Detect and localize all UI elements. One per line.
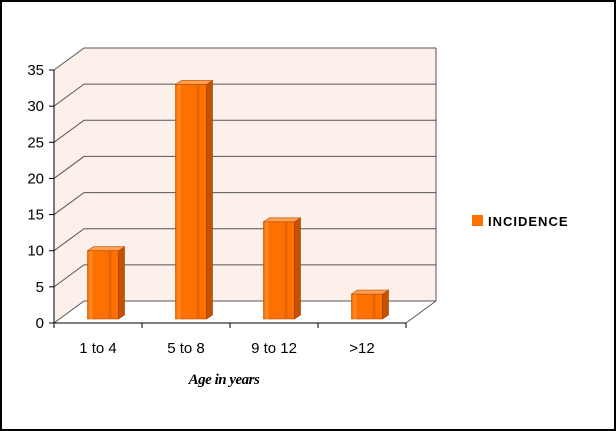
y-tick-label: 0 [36, 315, 44, 332]
x-axis: 1 to 4 5 to 8 9 to 12 >12 [53, 322, 407, 357]
bars [86, 79, 390, 320]
bar [86, 246, 126, 320]
gridline [53, 264, 436, 288]
bar-highlight [177, 84, 181, 319]
bar-side [118, 246, 125, 320]
x-tick-label: 5 to 8 [167, 340, 205, 357]
gridline [53, 83, 436, 107]
bar-side [294, 217, 301, 320]
y-tick-label: 5 [36, 279, 44, 296]
bar-top [262, 217, 302, 223]
y-tick-label: 20 [27, 170, 44, 187]
back-wall [84, 48, 436, 301]
bar-top [174, 80, 214, 85]
bar-top [86, 246, 126, 252]
y-tick-label: 35 [27, 62, 44, 79]
bar-shade [284, 221, 288, 319]
bar-side [382, 289, 389, 320]
bar [350, 289, 390, 320]
bar-side [206, 79, 213, 320]
gridline [53, 300, 436, 324]
bar-highlight [353, 294, 357, 319]
x-tick-label: >12 [349, 340, 374, 357]
chart-walls [54, 48, 436, 323]
bar-shade [196, 84, 200, 319]
x-tick-label: 9 to 12 [251, 340, 297, 357]
gridline [53, 119, 436, 143]
legend-label: INCIDENCE [488, 214, 569, 229]
gridline [53, 155, 436, 179]
floor-right-edge [405, 300, 437, 324]
bar-top [350, 289, 390, 295]
bar [262, 217, 302, 320]
legend-swatch [472, 215, 483, 226]
x-tick-label: 1 to 4 [79, 340, 117, 357]
legend: INCIDENCE [472, 214, 569, 229]
bar-shade [108, 250, 112, 319]
y-tick-label: 25 [27, 134, 44, 151]
bar-front [263, 221, 295, 320]
side-wall [54, 48, 84, 323]
bar-highlight [89, 250, 93, 319]
y-axis: 0 5 10 15 20 25 30 35 [27, 62, 55, 332]
bar-highlight [265, 221, 269, 319]
y-tick-label: 30 [27, 98, 44, 115]
y-tick-label: 15 [27, 207, 44, 224]
bar-shade [372, 294, 376, 319]
gridline [53, 192, 436, 215]
x-axis-label: Age in years [188, 372, 260, 388]
gridlines [53, 47, 437, 324]
bar [174, 79, 214, 320]
bar-front [175, 84, 207, 320]
gridline [53, 228, 436, 252]
y-tick-label: 10 [27, 243, 44, 260]
bar-front [87, 250, 119, 320]
gridline [53, 47, 436, 71]
